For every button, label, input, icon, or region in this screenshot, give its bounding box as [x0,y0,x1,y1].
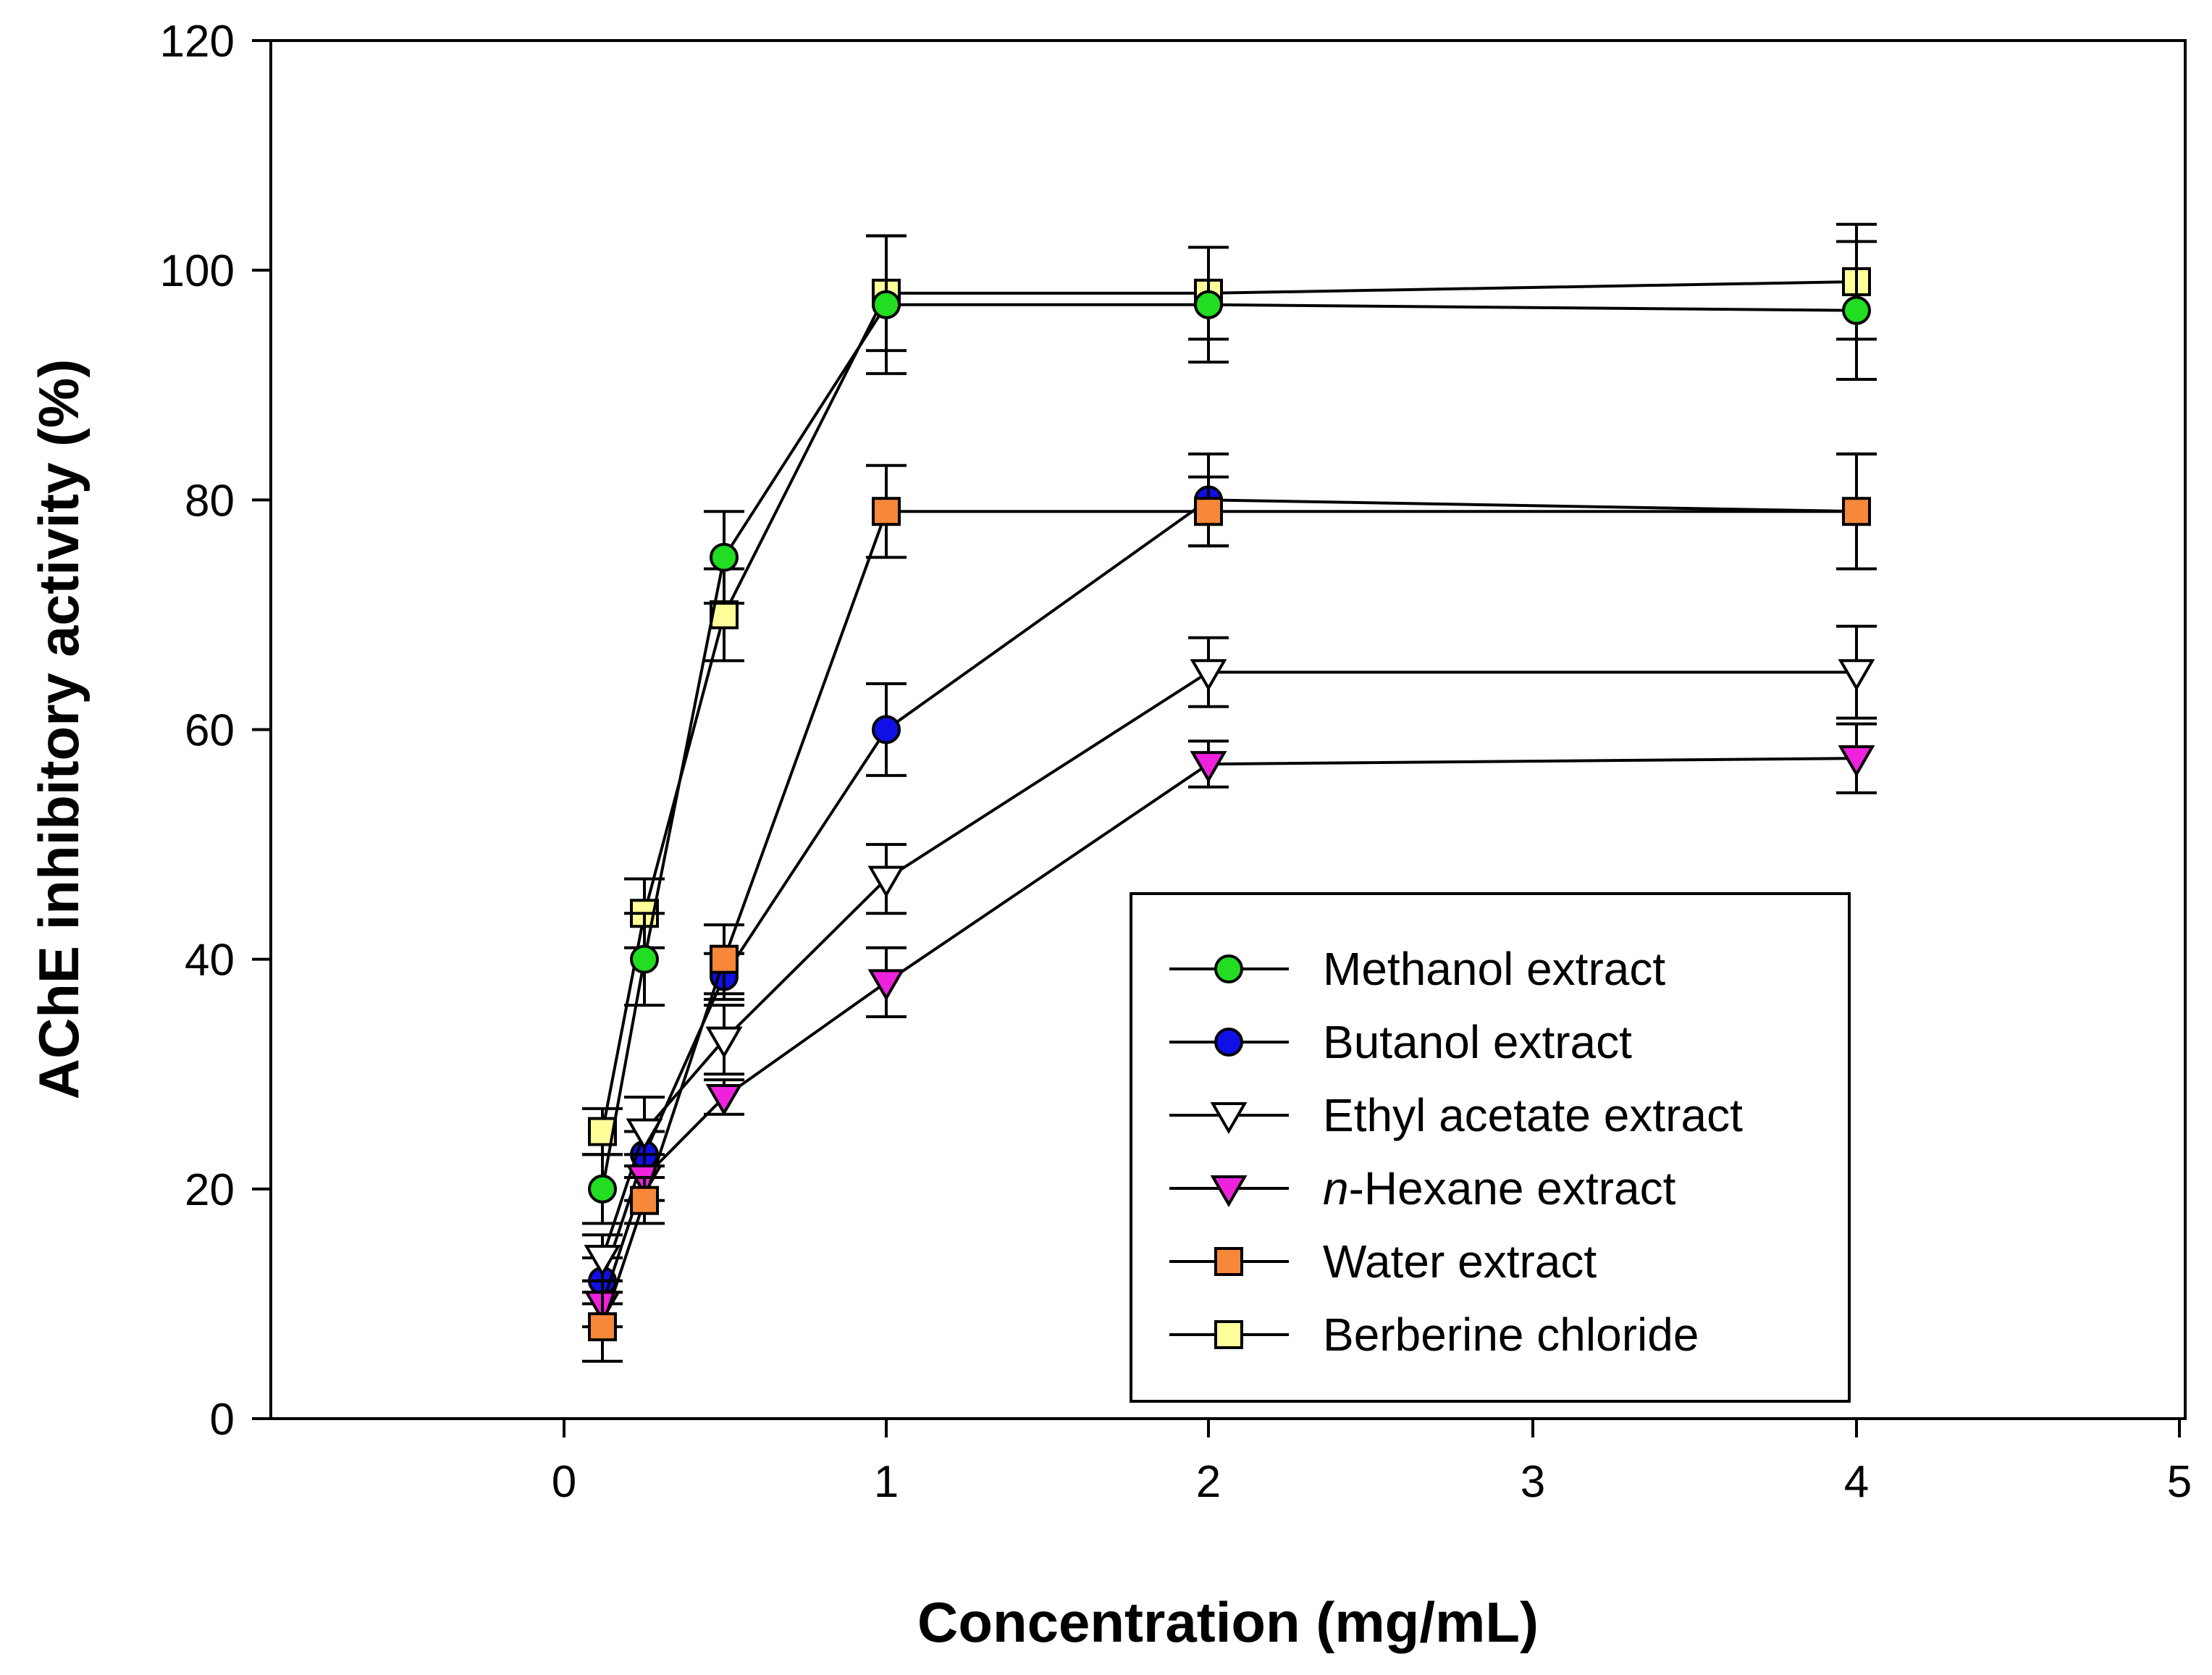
series-water-extract [582,452,1877,1363]
data-point [588,1117,617,1146]
data-point [1842,497,1871,526]
legend-label-text: Water extract [1323,1235,1597,1288]
x-tick-label: 3 [1521,1457,1545,1507]
data-point [867,865,905,898]
x-tick-label: 2 [1196,1457,1221,1507]
x-tick-label: 4 [1844,1457,1869,1507]
legend-marker [1210,1175,1248,1207]
data-point [1838,659,1875,692]
data-point [705,1083,743,1116]
y-axis: 0 20 40 60 80 100 120 [160,17,271,1445]
legend-label-italic: n [1323,1162,1349,1214]
data-point [867,969,905,1002]
data-point [710,542,739,572]
data-point [588,1174,617,1204]
series-line [601,303,1857,1190]
data-point [1194,290,1223,319]
legend-label: Methanol extract [1323,943,1665,995]
legend-label: Berberine chloride [1323,1309,1699,1361]
series-line [601,510,1856,1327]
data-point [1842,295,1871,325]
data-point [630,1185,659,1215]
legend-item: Berberine chloride [1169,1309,1699,1361]
y-tick-label: 80 [185,476,235,526]
legend-item: n-Hexane extract [1169,1162,1676,1214]
legend-label: Butanol extract [1323,1016,1632,1068]
legend-item: Butanol extract [1169,1016,1632,1068]
data-point [1838,745,1875,778]
legend-box [1130,892,1851,1403]
legend-label-text: Berberine chloride [1323,1309,1699,1361]
legend-item: Methanol extract [1169,943,1665,995]
y-tick-label: 40 [185,936,235,986]
legend-marker [1214,1247,1243,1276]
legend-marker [1214,954,1243,983]
legend-label: n-Hexane extract [1323,1162,1676,1214]
legend-label-text: -Hexane extract [1349,1162,1676,1214]
x-axis: 0 1 2 3 4 5 [552,1419,2192,1507]
legend-item: Water extract [1169,1235,1597,1288]
legend-label: Water extract [1323,1235,1597,1288]
legend-label-text: Methanol extract [1323,943,1665,995]
series-layer [582,222,1877,1363]
y-tick-label: 100 [160,246,235,296]
legend-marker [1210,1102,1248,1134]
data-point [588,1312,617,1342]
data-point [705,1026,743,1059]
x-tick-label: 5 [2167,1457,2192,1507]
x-axis-title: Concentration (mg/mL) [917,1590,1539,1654]
legend-label-text: Ethyl acetate extract [1323,1089,1743,1141]
series-line [601,671,1856,1259]
legend-label-text: Butanol extract [1323,1016,1632,1068]
data-point [584,1244,621,1277]
data-point [872,497,901,526]
data-point [710,944,739,974]
data-point [630,944,659,974]
y-tick-label: 20 [185,1165,235,1215]
data-point [1194,497,1223,526]
x-tick-label: 0 [552,1457,576,1507]
y-tick-label: 60 [185,706,235,756]
data-point [626,1118,663,1151]
series-methanol-extract [582,234,1877,1225]
y-axis-title: AChE inhibitory activity (%) [27,359,91,1100]
legend: Methanol extract Butanol extract Ethyl ace… [1130,892,1851,1403]
data-point [1190,659,1227,692]
series-ethyl-acetate-extract [582,624,1877,1283]
y-tick-label: 120 [160,17,235,67]
legend-marker [1214,1320,1243,1349]
legend-item: Ethyl acetate extract [1169,1089,1743,1141]
data-point [872,290,901,319]
legend-marker [1214,1028,1243,1057]
data-point [1190,751,1227,784]
x-tick-label: 1 [874,1457,899,1507]
legend-label: Ethyl acetate extract [1323,1089,1743,1141]
y-tick-label: 0 [210,1395,235,1445]
data-point [872,715,901,744]
